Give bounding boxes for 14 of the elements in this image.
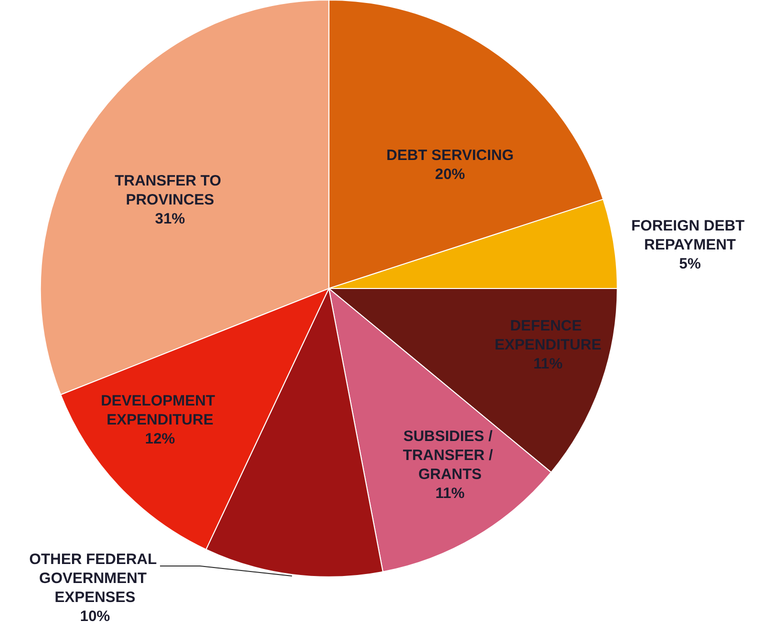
data-label: 11% [435,485,465,502]
slice-label: OTHER FEDERAL GOVERNMENT EXPENSES [29,551,161,606]
data-label: 20% [434,166,466,183]
data-label: 31% [154,210,186,228]
data-label: 12% [144,430,176,448]
data-label: 5% [679,256,701,272]
data-label: 11% [533,356,563,372]
slice-label: SUBSIDIES / TRANSFER / GRANTS [402,428,498,483]
slice-label: DEBT SERVICING [386,147,514,164]
slice-label: FOREIGN DEBT REPAYMENT [631,218,749,254]
slice-label: DEFENCE EXPENDITURE [494,318,602,354]
data-label: 10% [80,608,110,625]
slice-label: TRANSFER TO PROVINCES [114,172,226,208]
slice-label: DEVELOPMENT EXPENDITURE [100,392,220,428]
